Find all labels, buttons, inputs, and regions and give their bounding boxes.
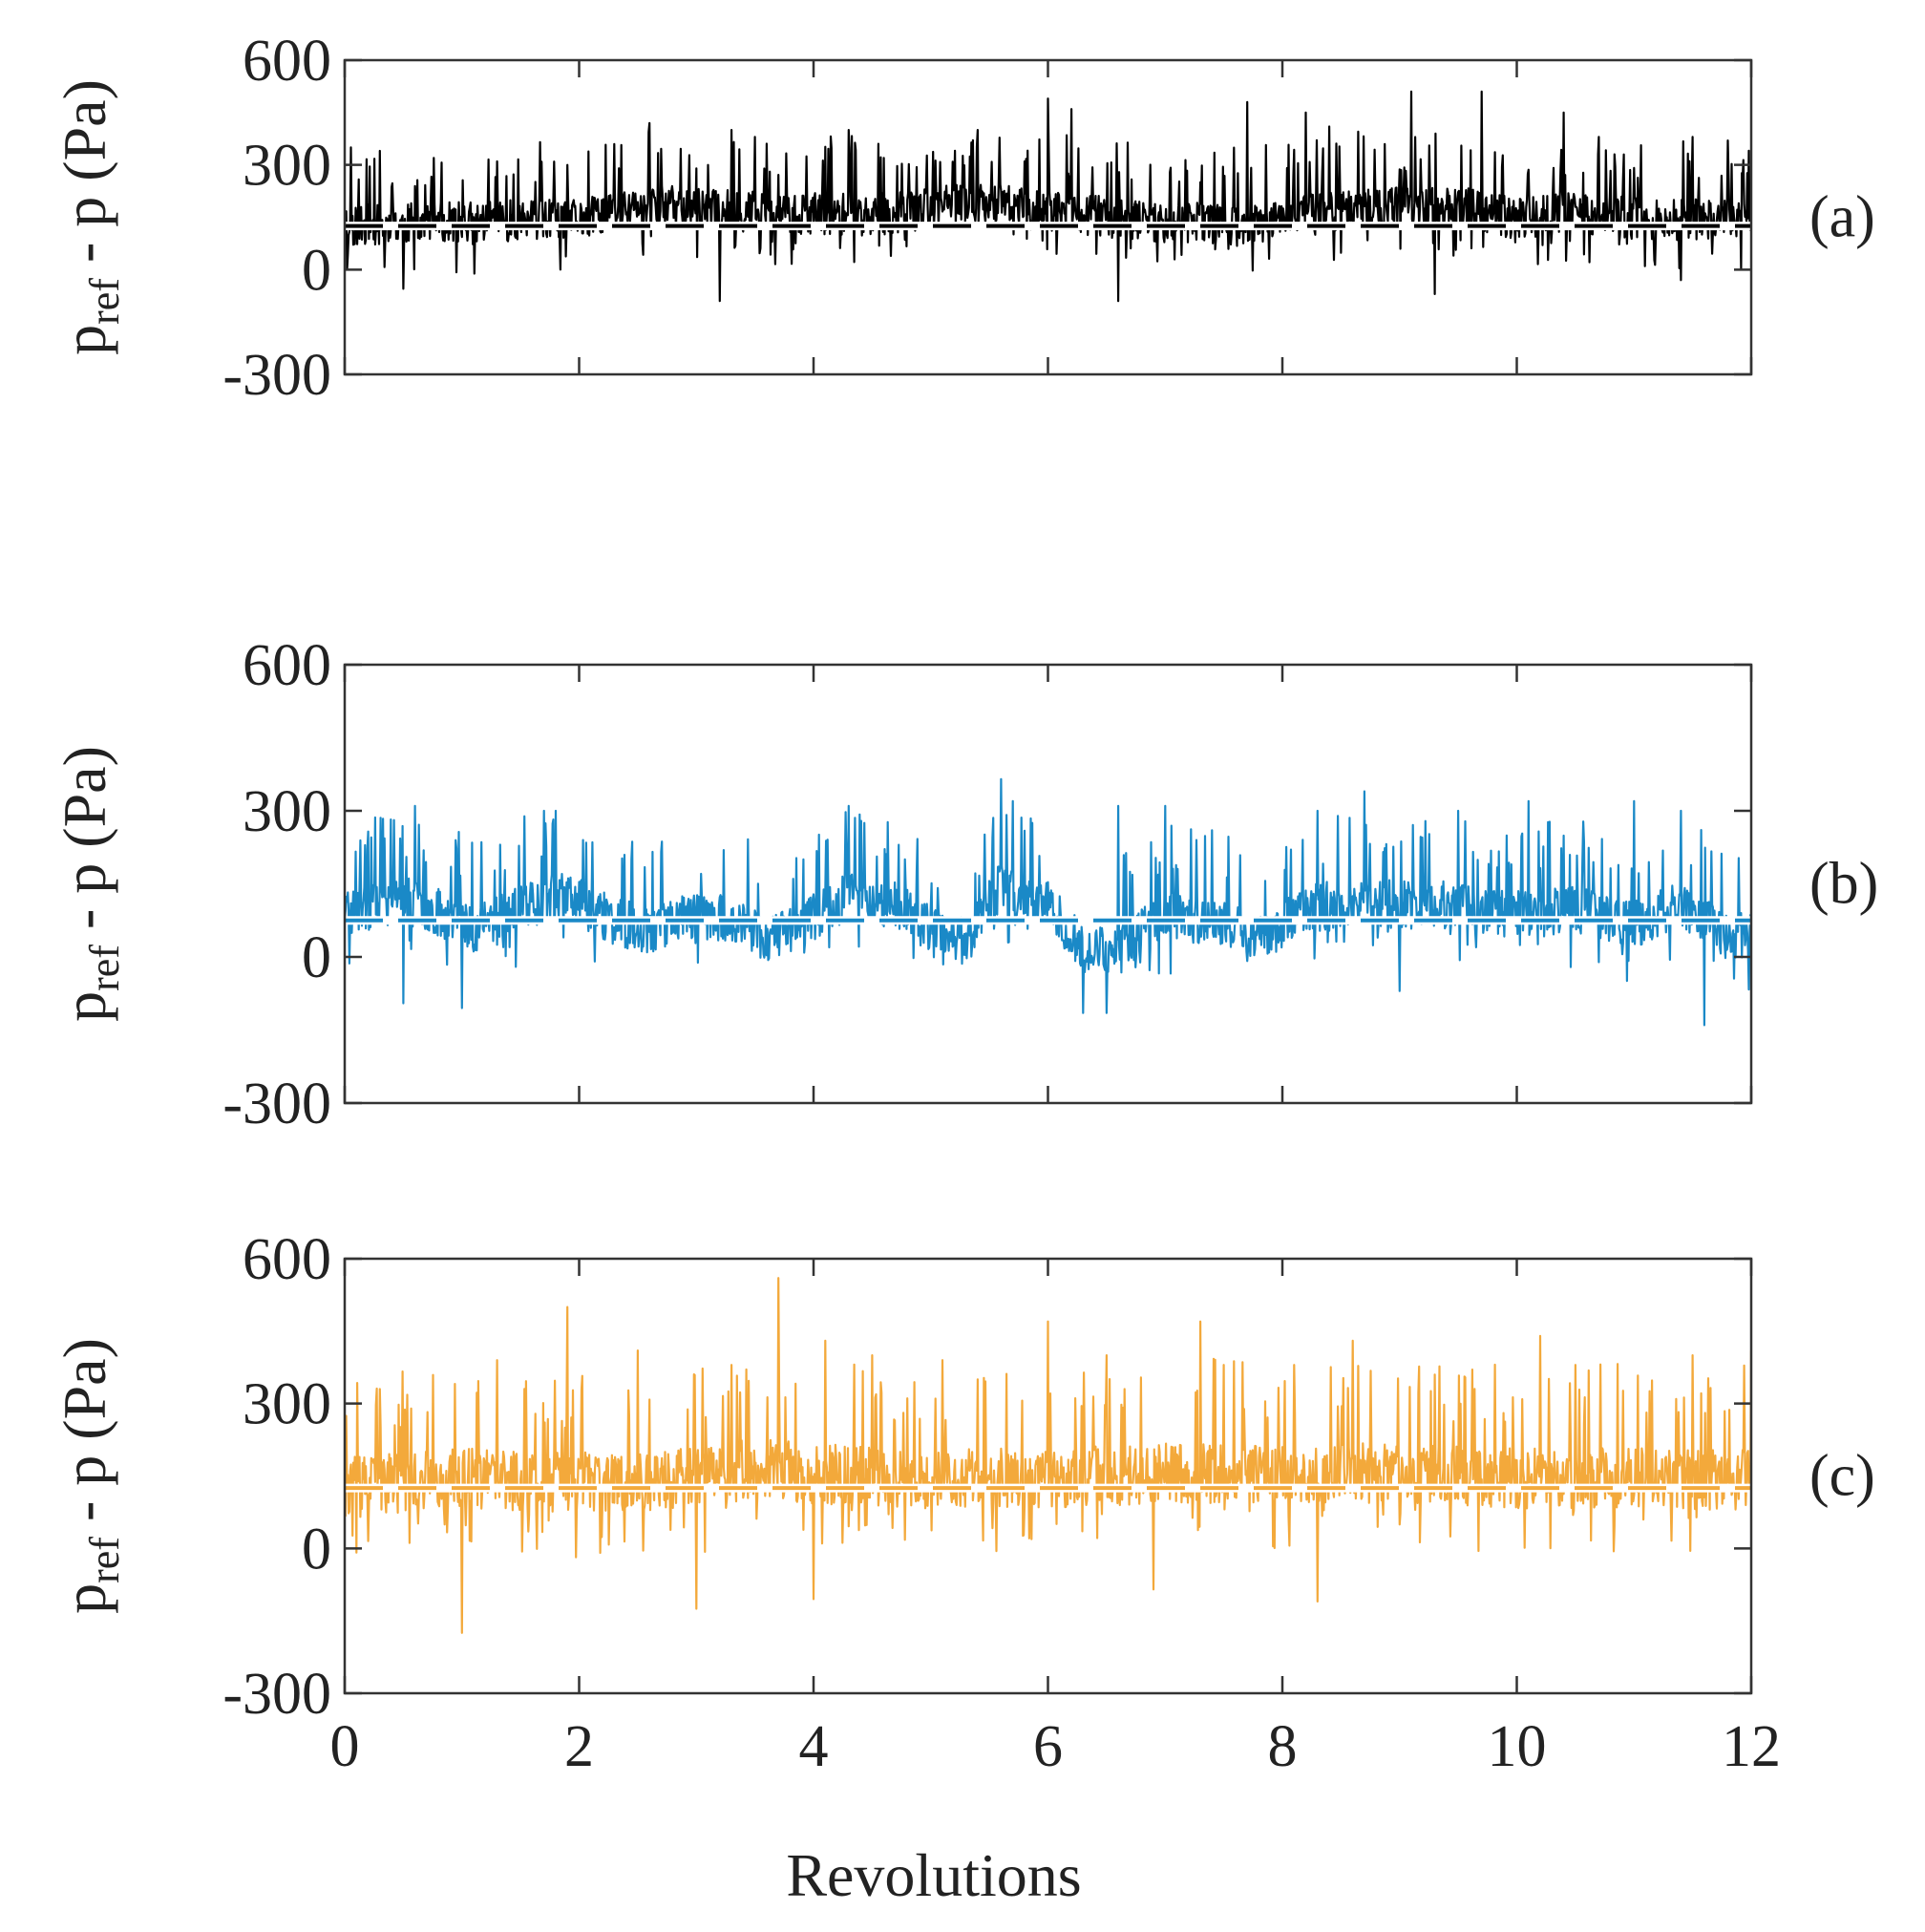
y-axis-label: pref - p (Pa) — [51, 79, 128, 355]
series-line — [345, 777, 1751, 1027]
y-tick-label: 600 — [243, 633, 331, 698]
panel-label: (b) — [1809, 852, 1878, 917]
x-tick-label: 8 — [1268, 1714, 1298, 1779]
y-tick-label: -300 — [222, 1662, 331, 1727]
y-tick-label: -300 — [222, 343, 331, 408]
x-tick-label: 10 — [1488, 1714, 1547, 1779]
y-tick-label: -300 — [222, 1072, 331, 1136]
panel-2: 600 300 0 -300 pref - p (Pa) (b) — [51, 633, 1878, 1136]
y-tick-label: 300 — [243, 134, 331, 199]
series-line — [345, 90, 1751, 303]
panel-label: (a) — [1809, 185, 1875, 250]
panel-label: (c) — [1809, 1444, 1875, 1509]
y-tick-label: 600 — [243, 29, 331, 94]
y-tick-label: 300 — [243, 1372, 331, 1437]
y-tick-label: 0 — [302, 238, 331, 303]
y-tick-label: 300 — [243, 779, 331, 844]
y-tick-label: 600 — [243, 1227, 331, 1292]
x-axis-title: Revolutions — [786, 1841, 1081, 1909]
series-line — [345, 1277, 1751, 1634]
y-tick-label: 0 — [302, 1517, 331, 1582]
y-tick-label: 0 — [302, 925, 331, 990]
panel-1: 600 300 0 -300 pref - p (Pa) (a) — [51, 29, 1875, 408]
x-tick-label: 12 — [1722, 1714, 1781, 1779]
x-tick-label: 0 — [330, 1714, 360, 1779]
x-tick-label: 2 — [564, 1714, 594, 1779]
y-axis-label: pref - p (Pa) — [51, 1338, 128, 1614]
x-tick-label: 4 — [799, 1714, 829, 1779]
y-axis-label: pref - p (Pa) — [51, 746, 128, 1022]
x-tick-label: 6 — [1033, 1714, 1063, 1779]
